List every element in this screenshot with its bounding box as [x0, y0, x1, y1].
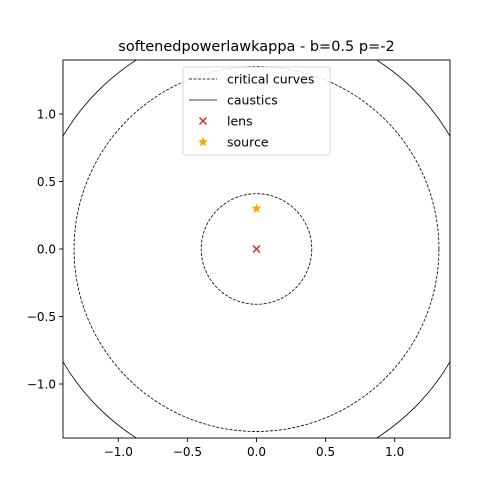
y-axis-ticks: −1.0 −0.5 0.0 0.5 1.0 [27, 107, 63, 391]
x-tick-label: 1.0 [385, 445, 404, 459]
lens-marker-0 [252, 244, 261, 254]
x-tick-label: −1.0 [104, 445, 133, 459]
y-tick-label: −1.0 [27, 377, 56, 391]
y-tick-label: 1.0 [37, 107, 56, 121]
critical-curves-circle-1 [73, 66, 440, 432]
source-marker-0 [251, 203, 262, 213]
legend-label-source: source [227, 135, 269, 150]
y-tick-label: 0.0 [37, 242, 56, 256]
legend-label-lens: lens [227, 114, 253, 129]
legend-label-caustics: caustics [227, 93, 278, 108]
legend: critical curves caustics lens source [182, 66, 331, 156]
legend-box [182, 66, 331, 156]
plot-content [63, 60, 450, 438]
legend-handle-source [197, 136, 209, 147]
x-axis-ticks: −1.0 −0.5 0.0 0.5 1.0 [104, 438, 404, 459]
y-tick-label: 0.5 [37, 175, 56, 189]
x-tick-label: −0.5 [173, 445, 202, 459]
chart-title: softenedpowerlawkappa - b=0.5 p=-2 [118, 39, 394, 55]
y-tick-label: −0.5 [27, 310, 56, 324]
critical-curves-circle-0 [200, 193, 313, 305]
lens-marker-stroke-b [252, 244, 261, 254]
legend-label-critical-curves: critical curves [227, 72, 314, 87]
x-tick-label: 0.5 [316, 445, 335, 459]
x-tick-label: 0.0 [247, 445, 266, 459]
legend-handle-lens-b [198, 116, 208, 126]
